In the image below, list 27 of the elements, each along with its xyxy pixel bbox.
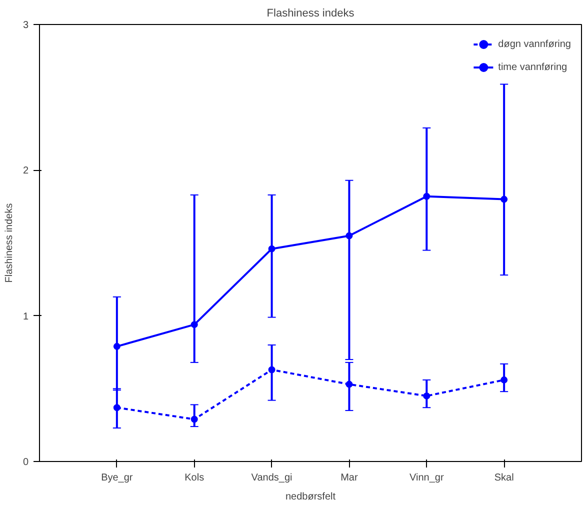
point: [346, 380, 353, 388]
x-tick-label: Vands_gi: [251, 472, 292, 484]
y-tick-label: 1: [22, 311, 29, 322]
point: [423, 192, 430, 200]
legend-label: døgn vannføring: [498, 38, 571, 50]
x-axis-title: nedbørsfelt: [285, 492, 336, 502]
x-tick-label: Bye_gr: [101, 472, 134, 484]
chart-title: Flashiness indeks: [266, 8, 355, 20]
legend-label: time vannføring: [498, 62, 568, 72]
point: [500, 196, 508, 203]
y-tick-label: 0: [22, 457, 29, 468]
x-tick-label: Mar: [340, 472, 358, 484]
point: [423, 392, 430, 400]
y-tick-label: 3: [22, 20, 29, 31]
x-tick-label: Skal: [494, 472, 514, 484]
point: [113, 404, 120, 412]
y-tick-label: 2: [22, 166, 29, 177]
x-tick-label: Vinn_gr: [410, 472, 444, 484]
y-axis-title: Flashiness indeks: [4, 203, 15, 283]
point: [268, 366, 276, 374]
point: [113, 342, 120, 350]
point: [268, 245, 276, 252]
point: [190, 321, 198, 328]
point: [190, 416, 198, 423]
x-tick-label: Kols: [184, 472, 204, 484]
point: [346, 232, 353, 240]
point: [500, 376, 508, 384]
